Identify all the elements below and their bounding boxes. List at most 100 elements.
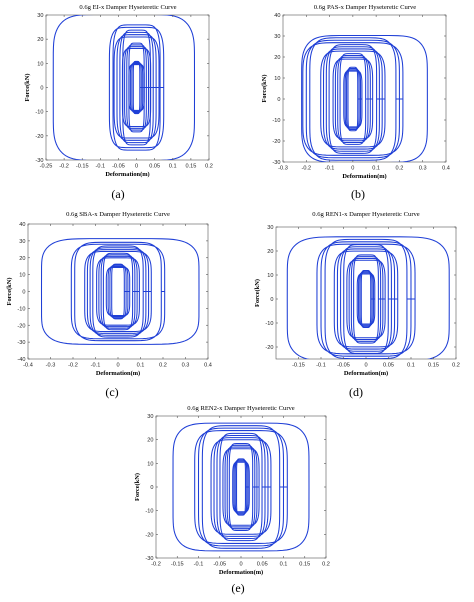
hysteresis-loop [70,241,166,342]
hysteresis-loop [232,458,250,516]
hysteresis-loop [96,252,140,331]
x-tick-label: 0.2 [159,363,167,369]
plot-area [45,14,210,161]
hysteresis-loop [332,53,374,145]
y-tick-label: -20 [272,139,280,145]
x-tick-label: 0.15 [185,164,196,170]
hysteresis-loop [128,60,145,115]
hysteresis-loop [286,236,450,359]
x-tick-label: 0 [364,363,367,369]
x-tick-label: 0.05 [383,363,394,369]
x-tick-label: 0.4 [442,166,450,172]
y-tick-label: 0 [150,485,153,491]
y-tick-label: -10 [272,118,280,124]
hysteresis-loop [343,66,363,132]
y-tick-label: 0 [277,97,280,103]
y-axis-label: Force(kN) [261,75,268,103]
hysteresis-loop [356,269,376,329]
hysteresis-loop [194,425,288,549]
y-axis-label: Force(kN) [134,473,141,501]
hysteresis-loop [108,24,165,151]
y-tick-label: -10 [265,321,273,327]
x-tick-label: -0.3 [46,363,56,369]
y-tick-label: 10 [19,273,25,279]
hysteresis-loop [333,244,399,354]
chart-title: 0.6g REN2-x Damper Hyseteretic Curve [187,405,295,412]
x-tick-label: -0.05 [213,562,226,568]
x-tick-label: -0.2 [151,562,161,568]
hysteresis-loop [302,37,404,161]
y-tick-label: 20 [37,37,43,43]
chart-panel-1: 0.6g EI-x Damper Hyseteretic Curve-0.25-… [24,4,213,178]
y-tick-label: 10 [274,76,280,82]
panel-label: (d) [349,385,363,399]
y-tick-label: 30 [147,414,153,420]
y-axis-label: Force(kN) [24,74,31,102]
x-tick-label: -0.15 [292,363,305,369]
y-axis-label: Force(kN) [6,278,13,306]
x-tick-label: 0 [116,363,119,369]
x-tick-label: -0.1 [194,562,204,568]
chart-title: 0.6g EI-x Damper Hyseteretic Curve [79,4,176,11]
x-tick-label: -0.15 [171,562,184,568]
x-tick-label: 0 [239,562,242,568]
y-tick-label: 30 [274,34,280,40]
x-tick-label: 0.3 [419,166,427,172]
y-tick-label: 30 [37,13,43,19]
y-tick-label: 40 [274,13,280,19]
y-tick-label: -30 [145,556,153,562]
hysteresis-loop [301,34,428,162]
y-tick-label: -20 [17,323,25,329]
chart-panel-3: 0.6g SBA-x Damper Hyseteretic Curve-0.4-… [6,211,212,377]
hysteresis-loop [172,422,310,552]
series-group [172,422,310,552]
chart-panel-2: 0.6g PAS-x Damper Hyseteretic Curve-0.3-… [261,4,450,180]
hysteresis-loop [210,432,272,542]
y-tick-label: 10 [37,61,43,67]
y-tick-label: 10 [267,273,273,279]
y-tick-label: 20 [147,438,153,444]
hysteresis-loop [320,44,386,154]
chart-title: 0.6g SBA-x Damper Hyseteretic Curve [66,211,170,218]
x-tick-label: -0.4 [23,363,33,369]
x-tick-label: 0.15 [299,562,310,568]
x-axis-label: Deformation(m) [96,370,140,377]
chart-panel-5: 0.6g REN2-x Damper Hyseteretic Curve -0.2… [134,405,330,576]
hysteresis-loop [316,238,416,359]
x-tick-label: 0.1 [407,363,415,369]
y-tick-label: -10 [145,509,153,515]
x-tick-label: -0.05 [337,363,350,369]
x-tick-label: -0.1 [325,166,335,172]
hysteresis-loop [40,238,200,345]
y-tick-label: 0 [270,297,273,303]
x-axis-label: Deformation(m) [342,173,386,180]
x-tick-label: 0.2 [205,164,213,170]
series-group [52,15,196,160]
x-tick-label: 0.2 [452,363,460,369]
x-tick-label: 0 [351,166,354,172]
y-tick-label: -10 [35,110,43,116]
x-tick-label: 0.05 [257,562,268,568]
y-tick-label: -30 [35,158,43,164]
y-tick-label: -30 [272,160,280,166]
x-tick-label: -0.1 [91,363,101,369]
chart-title: 0.6g REN1-x Damper Hyseteretic Curve [312,211,420,218]
y-tick-label: -30 [17,340,25,346]
panel-label: (c) [105,385,118,399]
hysteresis-loop [113,29,160,146]
x-tick-label: -0.05 [112,164,125,170]
y-tick-label: -40 [17,357,25,363]
y-tick-label: 10 [147,461,153,467]
x-tick-label: -0.3 [278,166,288,172]
y-axis-label: Force(kN) [254,279,261,307]
x-tick-label: 0.1 [169,164,177,170]
y-tick-label: 20 [19,256,25,262]
series-group [40,238,200,345]
y-tick-label: 30 [19,239,25,245]
hysteresis-loop [346,254,386,344]
x-tick-label: -0.1 [316,363,326,369]
chart-panel-4: 0.6g REN1-x Damper Hyseteretic Curve -0.1… [254,211,460,377]
x-tick-label: 0.1 [137,363,145,369]
x-tick-label: -0.1 [96,164,106,170]
